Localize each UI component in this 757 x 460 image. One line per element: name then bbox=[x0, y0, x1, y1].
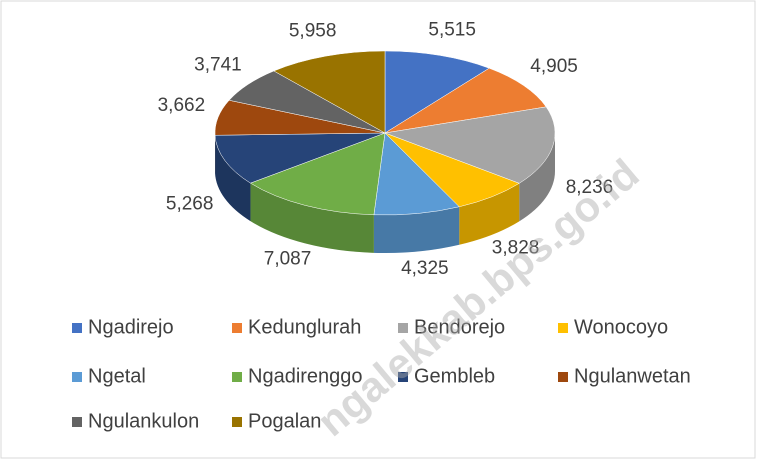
legend-label: Ngulanwetan bbox=[574, 365, 691, 387]
legend-swatch bbox=[558, 323, 568, 333]
legend-swatch bbox=[72, 417, 82, 427]
legend-swatch bbox=[72, 372, 82, 382]
legend-label: Pogalan bbox=[248, 410, 321, 432]
slice-side bbox=[215, 135, 251, 222]
data-label: 4,325 bbox=[401, 258, 449, 279]
legend-swatch bbox=[398, 372, 408, 382]
slice-side bbox=[459, 183, 520, 245]
data-label: 8,236 bbox=[566, 177, 614, 198]
slice bbox=[273, 50, 386, 134]
data-label: 5,268 bbox=[166, 194, 214, 215]
legend-label: Gembleb bbox=[414, 365, 495, 387]
legend-label: Ngadirejo bbox=[88, 316, 174, 338]
slice-side-shade bbox=[250, 183, 374, 253]
legend-label: Wonocoyo bbox=[574, 316, 668, 338]
data-label: 7,087 bbox=[264, 248, 312, 269]
legend-label: Ngadirenggo bbox=[248, 365, 363, 387]
slice bbox=[384, 50, 490, 134]
slice bbox=[384, 67, 547, 134]
legend-swatch bbox=[558, 372, 568, 382]
legend-swatch bbox=[232, 323, 242, 333]
slice-side bbox=[250, 183, 374, 253]
legend-label: Kedunglurah bbox=[248, 316, 361, 338]
data-label: 5,958 bbox=[289, 20, 337, 41]
legend-label: Ngulankulon bbox=[88, 410, 199, 432]
slice-side-shade bbox=[373, 206, 460, 254]
slice-side-shade bbox=[215, 135, 251, 222]
data-label: 5,515 bbox=[428, 19, 476, 40]
legend-swatch bbox=[232, 417, 242, 427]
slice-side bbox=[373, 206, 460, 254]
legend-label: Ngetal bbox=[88, 365, 146, 387]
legend-swatch bbox=[232, 372, 242, 382]
slice bbox=[373, 132, 460, 216]
slice-side-shade bbox=[519, 133, 555, 222]
slice-side-shade bbox=[459, 183, 520, 245]
data-label: 4,905 bbox=[530, 56, 578, 77]
slice bbox=[384, 106, 556, 184]
data-label: 3,662 bbox=[158, 95, 206, 116]
slice bbox=[249, 132, 386, 216]
legend-swatch bbox=[72, 323, 82, 333]
slice-side bbox=[519, 133, 555, 222]
legend-label: Bendorejo bbox=[414, 316, 505, 338]
data-label: 3,828 bbox=[492, 238, 540, 259]
legend-swatch bbox=[398, 323, 408, 333]
data-label: 3,741 bbox=[194, 55, 242, 76]
slice bbox=[214, 132, 386, 184]
